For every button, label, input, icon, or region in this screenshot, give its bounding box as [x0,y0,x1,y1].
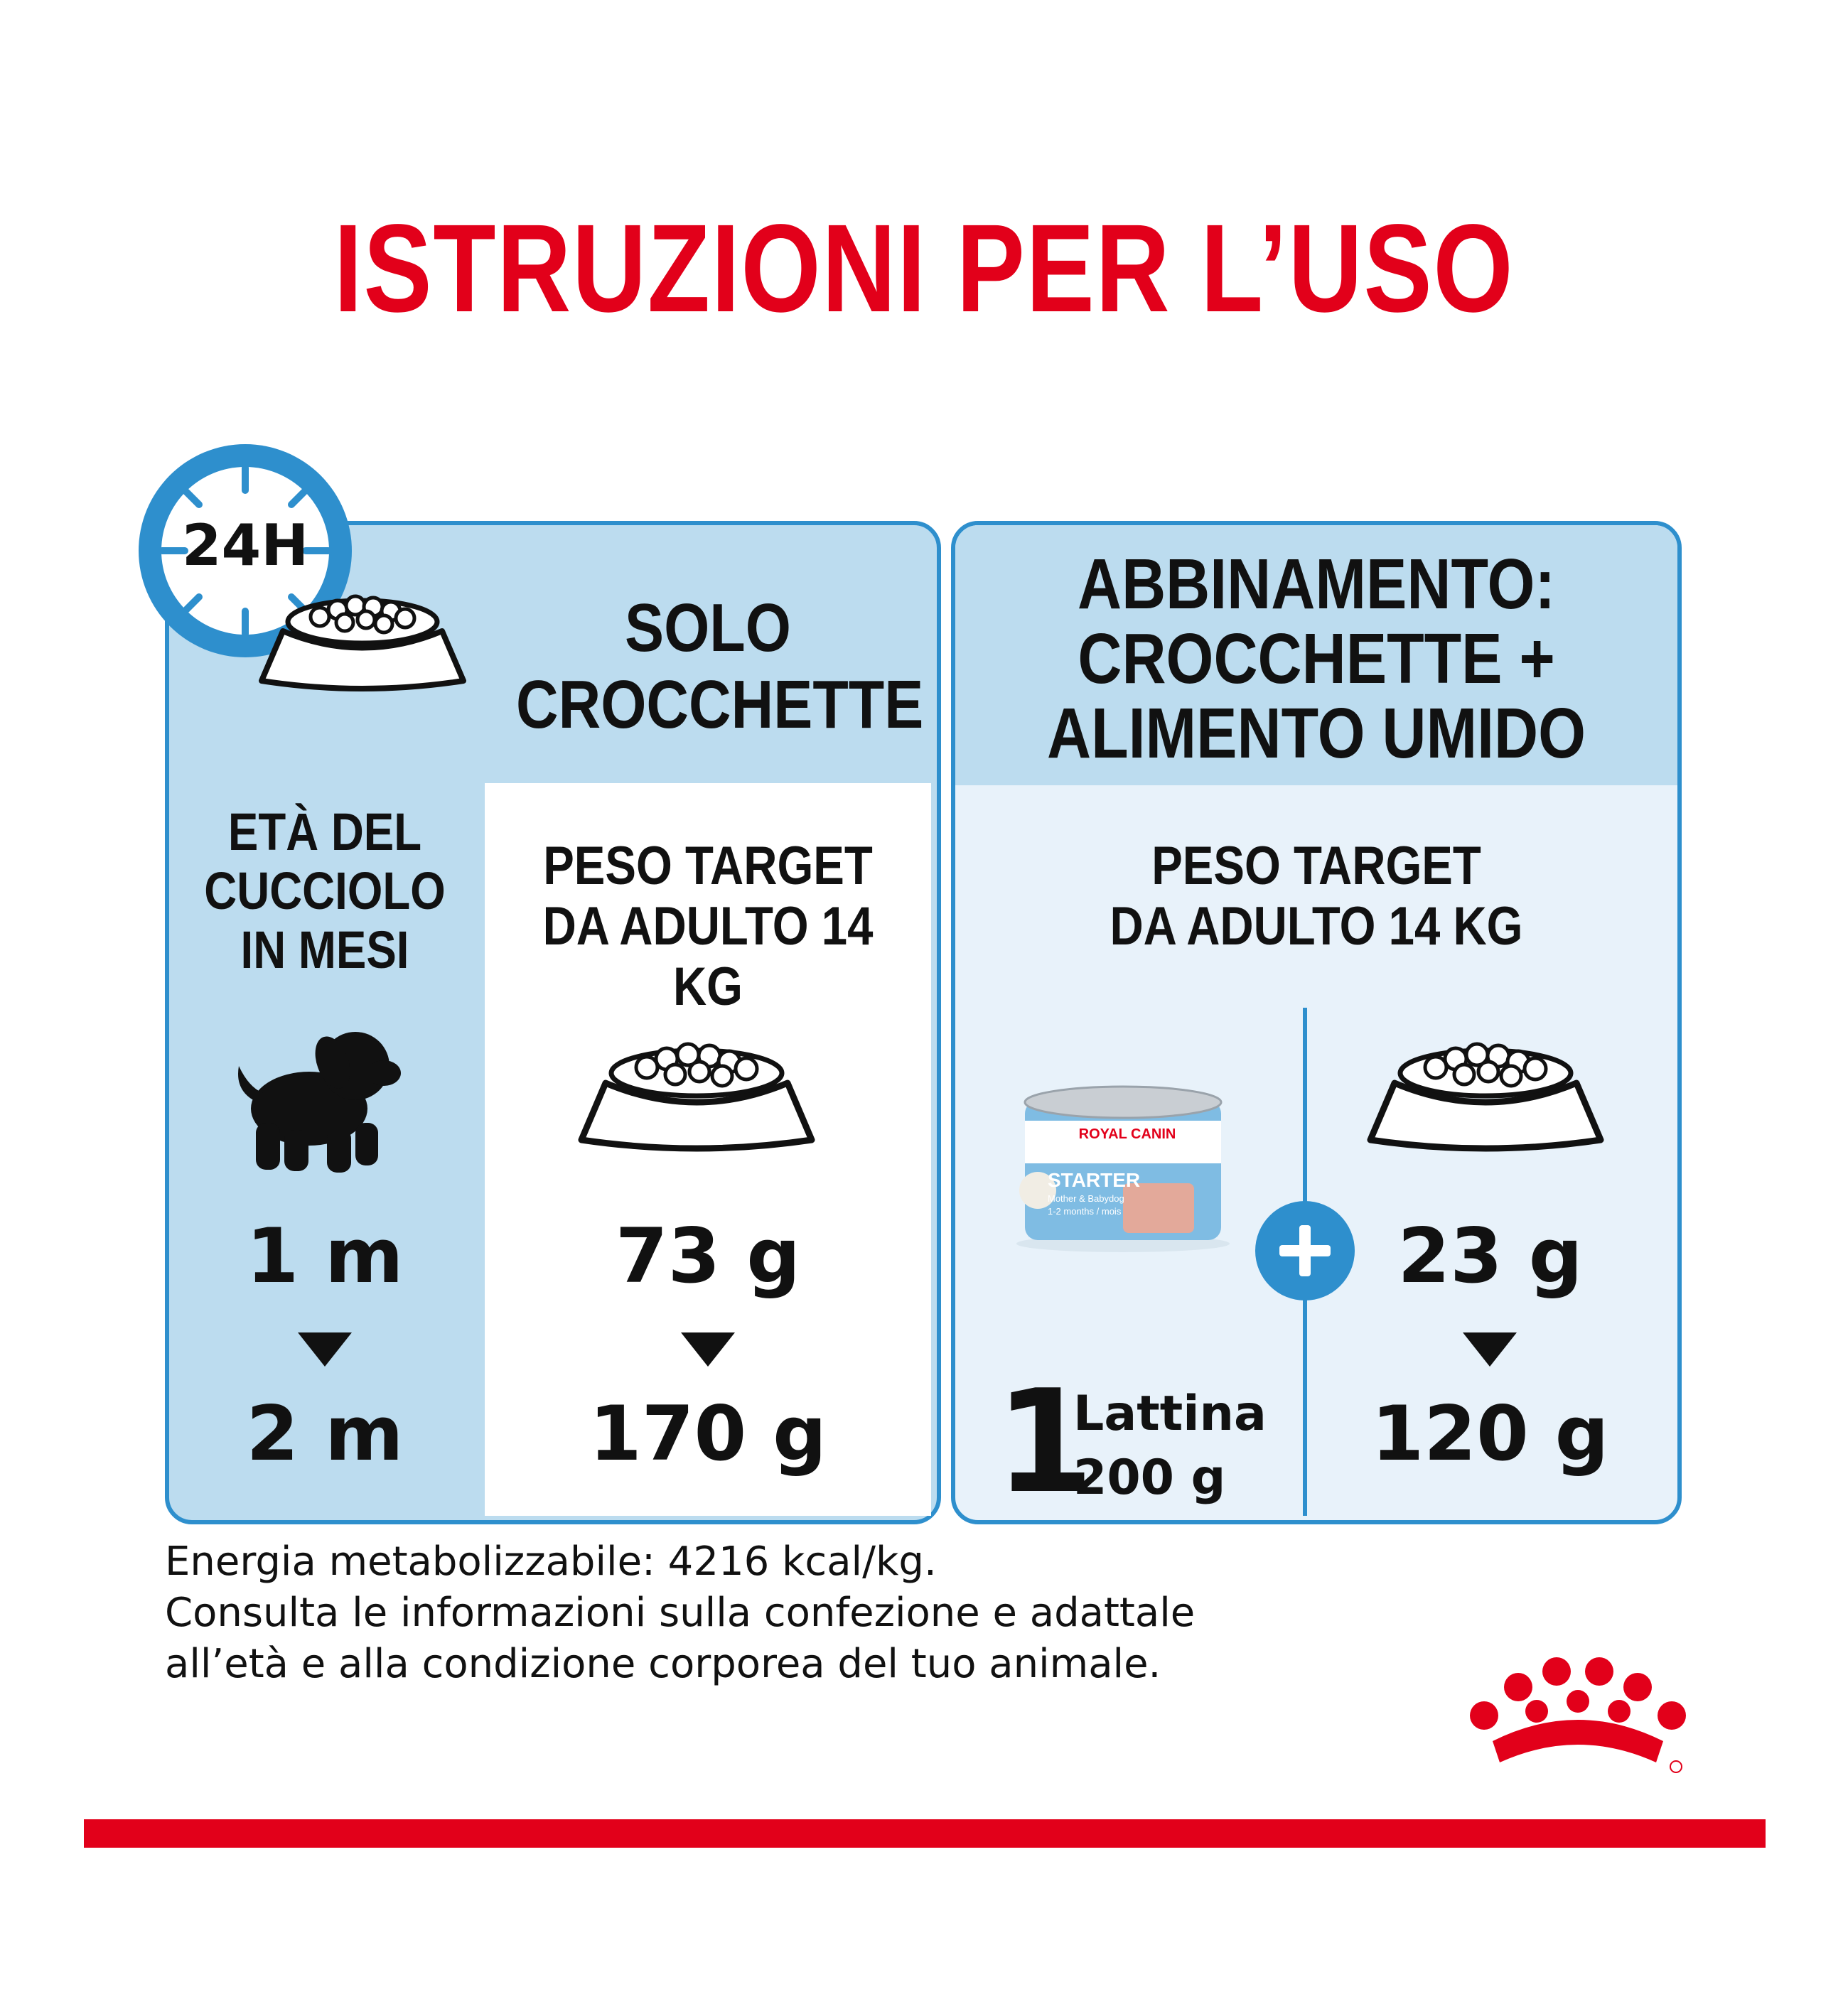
label-line: DA ADULTO 14 KG [542,896,874,1018]
clock-24h-icon [139,444,352,657]
label-line: IN MESI [240,920,409,979]
kibble-bowl-icon [1367,1042,1604,1152]
target-weight-label: PESO TARGET DA ADULTO 14 KG [1006,836,1627,957]
clock-badge-label: 24H [181,512,309,578]
puppy-icon [238,1032,401,1173]
can-product: STARTER [1048,1169,1141,1191]
dry-only-header: SOLO CROCCHETTE [515,590,924,743]
label-line: DA ADULTO 14 KG [1110,896,1523,957]
target-weight-label: PESO TARGET DA ADULTO 14 KG [516,836,900,1017]
royal-canin-crown-logo [1470,1657,1686,1773]
header-line: SOLO [625,590,791,666]
puppy-age-label: ETÀ DEL CUCCIOLO IN MESI [188,802,463,980]
grams-to: 120 g [1371,1390,1609,1477]
bottom-red-bar [84,1819,1766,1848]
header-line: ALIMENTO UMIDO [1046,694,1586,773]
label-line: ETÀ DEL [227,802,422,861]
arrow-down-icon [1463,1332,1517,1367]
footer-line: Energia metabolizzabile: 4216 kcal/kg. [165,1539,937,1585]
age-from: 1 m [246,1212,404,1300]
footer-line: all’età e alla condizione corporea del t… [165,1641,1161,1687]
wet-food-can: ROYAL CANIN STARTER Mother & Babydog 1-2… [1016,1084,1230,1254]
kibble-bowl-icon [578,1042,815,1152]
age-to: 2 m [246,1390,404,1477]
grams-from: 73 g [615,1212,801,1300]
can-brand: ROYAL CANIN [1078,1126,1176,1142]
kibble-bowl-icon [259,594,466,691]
can-unit: Lattina [1073,1386,1267,1442]
arrow-down-icon [681,1332,735,1367]
footer-line: Consulta le informazioni sulla confezion… [165,1590,1196,1636]
grams-to: 170 g [589,1390,827,1477]
label-line: PESO TARGET [1151,836,1481,896]
mix-feeding-header-bg [955,525,1677,785]
arrow-down-icon [298,1332,352,1367]
can-sub2: 1-2 months / mois [1048,1206,1122,1217]
header-line: ABBINAMENTO: [1077,544,1556,624]
mix-feeding-header: ABBINAMENTO: CROCCHETTE + ALIMENTO UMIDO [1006,547,1627,771]
footer-note: Energia metabolizzabile: 4216 kcal/kg. C… [165,1536,1195,1690]
grams-from: 23 g [1397,1212,1583,1300]
label-line: PESO TARGET [543,836,873,896]
header-line: CROCCHETTE [515,666,924,743]
can-weight: 200 g [1073,1450,1226,1506]
plus-icon [1255,1201,1355,1301]
can-shape [1016,1085,1230,1252]
label-line: CUCCIOLO [204,861,446,920]
header-line: CROCCHETTE + [1078,619,1555,699]
page-title: ISTRUZIONI PER L’USO [333,199,1515,338]
can-count: 1 [995,1359,1095,1525]
can-sub1: Mother & Babydog [1048,1193,1124,1204]
